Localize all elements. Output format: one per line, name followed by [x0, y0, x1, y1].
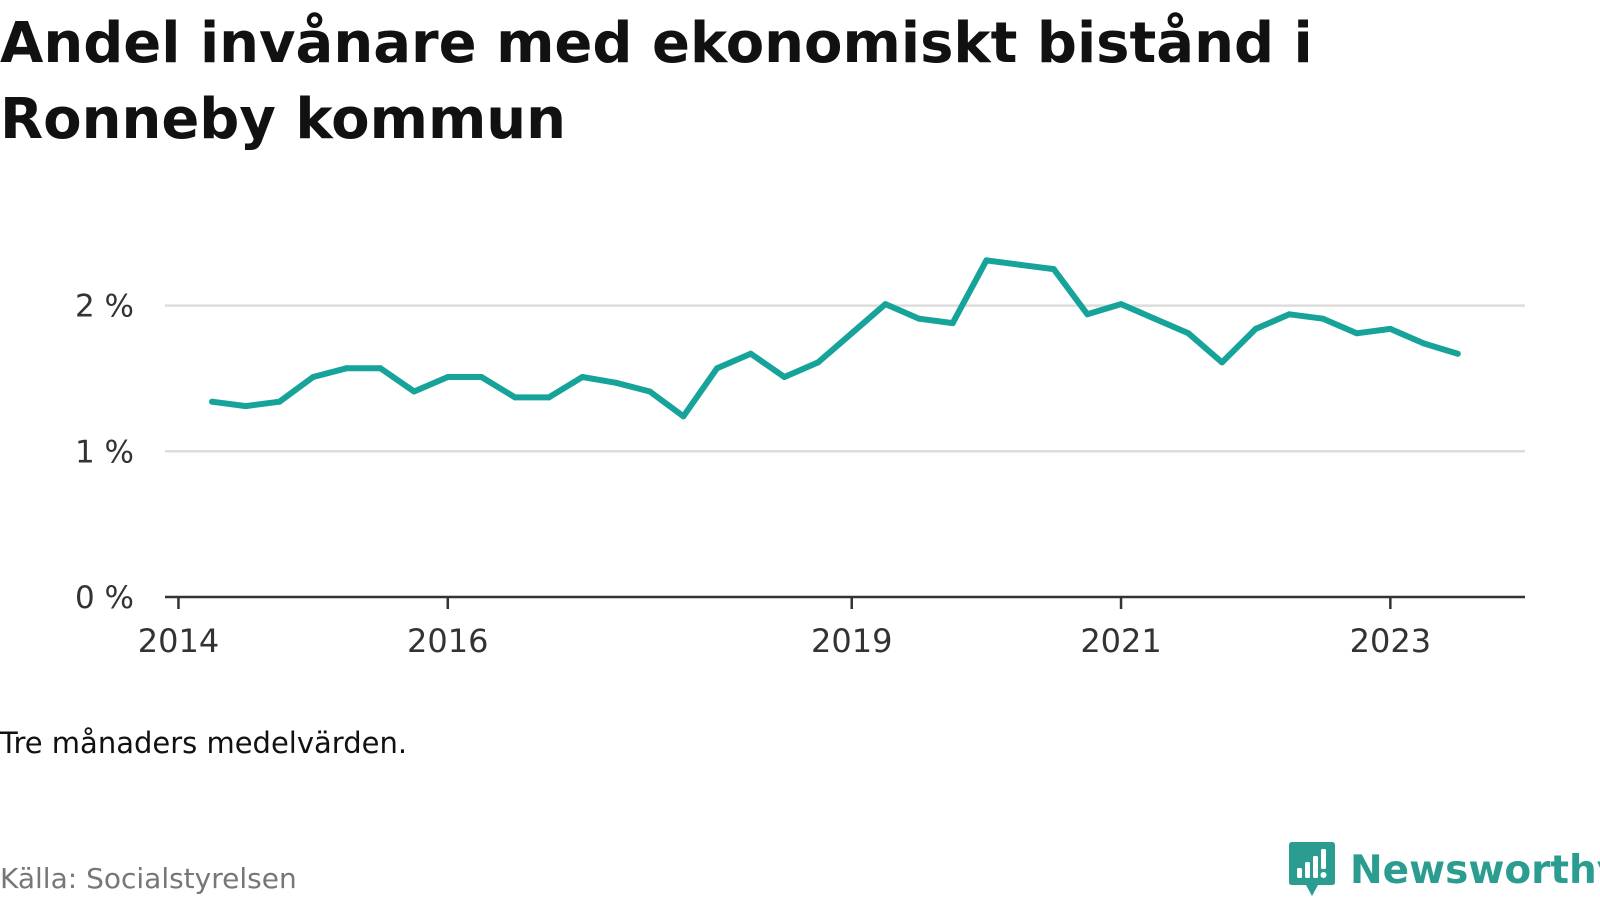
data-point [781, 374, 788, 380]
data-point [276, 398, 283, 405]
data-point [882, 301, 889, 308]
data-point [1387, 325, 1394, 332]
data-point [916, 315, 923, 322]
data-point [983, 257, 990, 264]
data-point [545, 394, 552, 401]
x-axis-ticks: 2014 2016 2019 2021 2023 [138, 597, 1431, 660]
data-point [1185, 330, 1192, 337]
source-credit: Källa: Socialstyrelsen [0, 862, 297, 895]
newsworthy-logo-icon [1289, 842, 1335, 896]
data-point [1353, 330, 1360, 337]
series [209, 257, 1461, 420]
chart-note: Tre månaders medelvärden. [0, 726, 408, 760]
y-tick-label: 1 % [75, 434, 134, 470]
data-point [1219, 359, 1225, 366]
data-point [579, 374, 586, 380]
brand[interactable]: Newsworthy [1288, 838, 1600, 902]
data-point [512, 394, 519, 401]
data-point [815, 359, 822, 366]
x-tick-label: 2019 [811, 622, 892, 660]
data-point [1286, 311, 1293, 318]
chart-title: Andel invånare med ekonomiskt bistånd i … [0, 11, 1313, 152]
data-point [1084, 311, 1091, 318]
data-point [1320, 315, 1326, 322]
data-point [411, 388, 418, 395]
data-point [714, 365, 721, 372]
data-point [310, 374, 317, 380]
data-point [1050, 266, 1057, 273]
data-point [444, 374, 451, 380]
data-point [343, 365, 350, 372]
data-point [1151, 315, 1158, 322]
data-point [848, 330, 855, 337]
data-point [1118, 301, 1124, 308]
data-point [680, 413, 687, 420]
gridlines [165, 304, 1525, 453]
data-point [646, 388, 653, 395]
series-line [209, 257, 1461, 420]
data-point [613, 379, 620, 386]
brand-name: Newsworthy [1350, 847, 1600, 893]
data-point [747, 350, 754, 357]
y-axis-ticks: 0 % 1 % 2 % [75, 289, 134, 616]
data-point [1017, 261, 1023, 268]
x-tick-label: 2016 [407, 622, 488, 660]
y-tick-label: 0 % [75, 580, 134, 616]
x-tick-label: 2023 [1350, 622, 1431, 660]
data-point [478, 374, 485, 380]
data-point [1421, 340, 1427, 347]
x-tick-label: 2021 [1080, 622, 1161, 660]
data-point [242, 403, 249, 410]
data-point [949, 320, 956, 327]
data-point [1454, 350, 1461, 357]
data-point [377, 365, 384, 372]
data-point [1252, 325, 1259, 332]
data-point [209, 398, 216, 405]
x-tick-label: 2014 [138, 622, 219, 660]
y-tick-label: 2 % [75, 289, 134, 325]
